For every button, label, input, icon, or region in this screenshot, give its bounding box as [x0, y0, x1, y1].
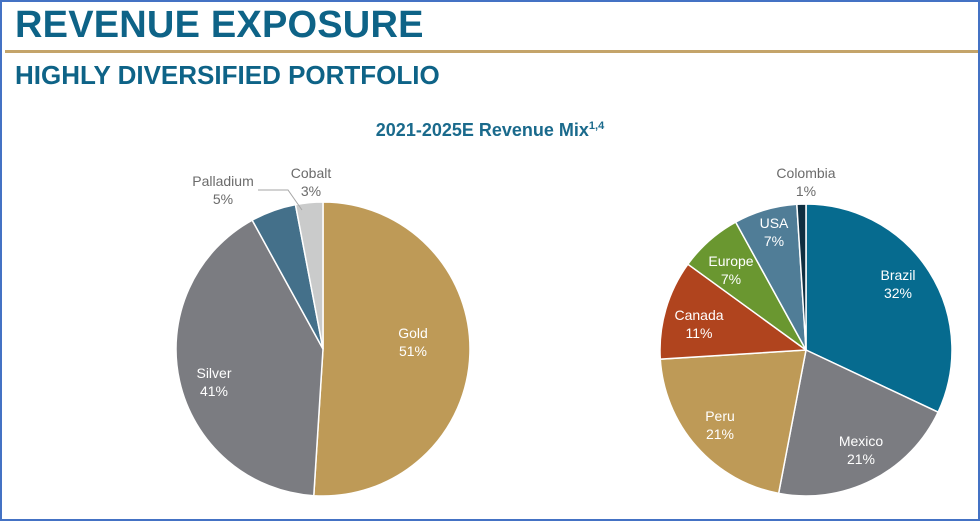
country-label-mexico: Mexico: [839, 433, 884, 449]
country-slice-peru: [659, 349, 807, 495]
commodity-slice-silver: [175, 219, 324, 497]
commodity-label-silver: Silver: [196, 365, 231, 381]
commodity-value-gold: 51%: [399, 343, 427, 359]
page-title: REVENUE EXPOSURE: [15, 4, 424, 46]
country-value-usa: 7%: [764, 233, 784, 249]
country-value-brazil: 32%: [884, 285, 912, 301]
country-value-colombia: 1%: [796, 183, 816, 199]
commodity-slice-cobalt: [294, 201, 324, 350]
country-label-colombia: Colombia: [776, 165, 835, 181]
chart-title-footnote: 1,4: [588, 120, 605, 132]
country-label-brazil: Brazil: [880, 267, 915, 283]
commodity-pie: Gold 51% Silver 41% Palladium 5% Cobalt 3%: [175, 165, 471, 497]
country-value-canada: 11%: [686, 325, 713, 341]
page-subtitle: HIGHLY DIVERSIFIED PORTFOLIO: [15, 60, 440, 90]
commodity-value-palladium: 5%: [213, 191, 233, 207]
commodity-label-gold: Gold: [398, 325, 428, 341]
country-value-europe: 7%: [721, 271, 741, 287]
commodity-slice-gold: [312, 201, 471, 497]
country-slice-canada: [659, 263, 809, 360]
country-slice-colombia: [796, 203, 807, 351]
country-pie: Brazil 32% Mexico 21% Peru 21% Canada 11% Europe…: [659, 165, 953, 497]
chart-title-text: 2021-2025E Revenue Mix: [375, 120, 589, 140]
commodity-value-cobalt: 3%: [301, 183, 321, 199]
chart-title: 2021-2025E Revenue Mix1,4: [0, 120, 980, 141]
commodity-label-palladium: Palladium: [192, 173, 253, 189]
commodity-label-cobalt: Cobalt: [291, 165, 332, 181]
country-label-usa: USA: [760, 215, 789, 231]
country-slice-brazil: [805, 203, 953, 414]
country-slice-mexico: [777, 348, 940, 497]
country-value-peru: 21%: [706, 426, 734, 442]
commodity-value-silver: 41%: [200, 383, 228, 399]
country-label-europe: Europe: [708, 253, 753, 269]
title-divider: [5, 50, 978, 53]
commodity-leader-palladium: [258, 189, 303, 211]
country-value-mexico: 21%: [847, 451, 875, 467]
country-label-canada: Canada: [674, 307, 723, 323]
country-label-peru: Peru: [705, 408, 735, 424]
